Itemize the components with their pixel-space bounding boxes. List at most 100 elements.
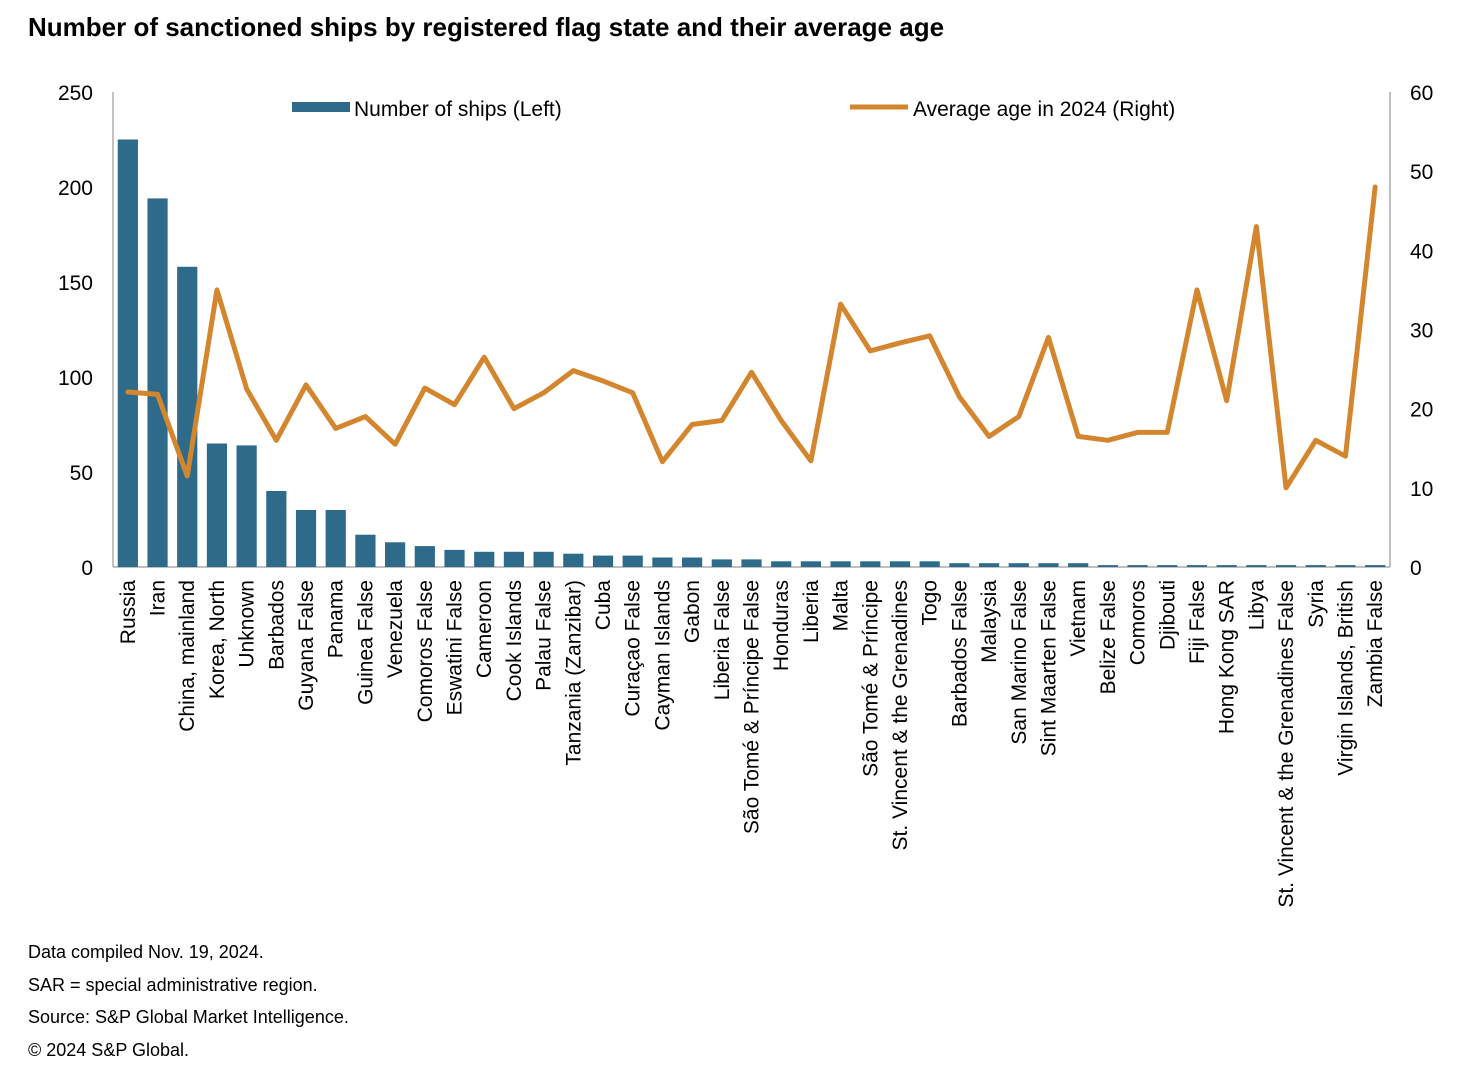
- category-label: Malta: [830, 580, 853, 632]
- bar: [919, 561, 940, 567]
- category-label: Djibouti: [1156, 580, 1179, 650]
- bar: [1275, 565, 1297, 567]
- bar: [444, 549, 465, 567]
- bar: [1186, 565, 1208, 567]
- right-tick-label: 50: [1410, 161, 1433, 184]
- category-label: Liberia False: [711, 580, 734, 700]
- category-label: Tanzania (Zanzibar): [562, 580, 585, 766]
- category-label: San Marino False: [1008, 580, 1031, 745]
- bar: [860, 561, 881, 567]
- category-label: Guinea False: [354, 580, 377, 705]
- right-tick-label: 30: [1410, 320, 1433, 343]
- category-label: Belize False: [1097, 580, 1120, 694]
- category-label: Palau False: [533, 580, 556, 691]
- bar: [295, 510, 317, 567]
- bar: [949, 563, 970, 567]
- category-label: Unknown: [236, 580, 259, 668]
- category-label: St. Vincent & the Grenadines False: [1275, 580, 1298, 908]
- left-tick-label: 100: [58, 367, 93, 390]
- right-tick-label: 40: [1410, 240, 1433, 263]
- bar: [800, 561, 821, 567]
- axes: [112, 92, 1391, 568]
- category-label: Malaysia: [978, 580, 1001, 663]
- right-tick-label: 20: [1410, 399, 1433, 422]
- category-label: Panama: [325, 580, 348, 659]
- category-label: Fiji False: [1186, 580, 1209, 664]
- category-label: Barbados False: [948, 580, 971, 727]
- bar: [533, 551, 554, 567]
- category-label: Cuba: [592, 580, 615, 631]
- category-label: Zambia False: [1364, 580, 1387, 707]
- bar: [117, 139, 138, 567]
- bar: [325, 510, 346, 567]
- bar: [355, 534, 376, 567]
- right-tick-label: 0: [1410, 557, 1422, 580]
- bar: [1246, 565, 1267, 567]
- average-age-line: [125, 184, 1378, 491]
- bar: [741, 559, 762, 567]
- bar: [682, 557, 703, 567]
- category-label: Cook Islands: [503, 580, 526, 701]
- bar: [266, 491, 287, 567]
- bar: [1008, 563, 1029, 567]
- category-label: Togo: [919, 580, 942, 626]
- bar: [830, 561, 851, 567]
- left-tick-label: 250: [58, 82, 93, 105]
- category-label: Syria: [1305, 580, 1328, 628]
- category-label: St. Vincent & the Grenadines: [889, 580, 912, 850]
- right-tick-label: 10: [1410, 478, 1433, 501]
- category-label: Korea, North: [206, 580, 229, 699]
- bar: [414, 546, 435, 567]
- category-label: São Tomé & Príncipe False: [741, 580, 764, 834]
- left-tick-label: 150: [58, 272, 93, 295]
- category-label: Guyana False: [295, 580, 318, 711]
- left-tick-label: 0: [81, 557, 93, 580]
- bar: [1127, 565, 1148, 567]
- bar: [1305, 565, 1326, 567]
- footnote-copyright: © 2024 S&P Global.: [28, 1039, 190, 1060]
- chart-area: 0 50 100 150 200 250 0 10 20 30 40 50 60 Russia Iran C…: [58, 82, 1433, 908]
- right-tick-label: 60: [1410, 82, 1433, 105]
- category-label: Virgin Islands, British: [1334, 580, 1357, 776]
- bar: [711, 559, 732, 567]
- legend-label-age: Average age in 2024 (Right): [913, 98, 1175, 121]
- bar: [503, 551, 525, 567]
- category-label: Russia: [117, 580, 140, 645]
- line-series: [125, 184, 1378, 491]
- category-label: Liberia: [800, 580, 823, 643]
- bar: [206, 443, 228, 567]
- category-label: Hong Kong SAR: [1216, 580, 1239, 734]
- category-label: Comoros: [1127, 580, 1150, 665]
- tick-labels: 0 50 100 150 200 250 0 10 20 30 40 50 60: [58, 82, 1433, 580]
- category-label: Comoros False: [414, 580, 437, 722]
- bar: [385, 542, 406, 567]
- category-label: Curaçao False: [622, 580, 645, 717]
- left-tick-label: 200: [58, 177, 93, 200]
- category-label: Cayman Islands: [651, 580, 674, 731]
- bar: [474, 551, 495, 567]
- bar: [889, 561, 911, 567]
- bar: [1068, 563, 1089, 567]
- category-label: Iran: [147, 580, 170, 616]
- bar: [1216, 565, 1237, 567]
- category-label: Honduras: [770, 580, 793, 671]
- bar: [652, 557, 673, 567]
- category-label: Barbados: [265, 580, 288, 670]
- bar: [978, 563, 1000, 567]
- bar: [622, 555, 643, 567]
- bar: [1157, 565, 1178, 567]
- category-label: Vietnam: [1067, 580, 1090, 657]
- chart-title: Number of sanctioned ships by registered…: [28, 12, 945, 42]
- category-labels: Russia Iran China, mainland Korea, North Unk…: [117, 580, 1387, 908]
- category-label: São Tomé & Príncipe: [859, 580, 882, 777]
- legend: Number of ships (Left) Average age in 20…: [292, 98, 1175, 121]
- bar-series: [117, 139, 1386, 567]
- bar: [1038, 563, 1059, 567]
- bar: [563, 553, 584, 567]
- bar: [1097, 565, 1118, 567]
- left-tick-label: 50: [70, 462, 93, 485]
- footnote-source: Source: S&P Global Market Intelligence.: [28, 1007, 349, 1027]
- bar: [236, 445, 257, 567]
- bar: [147, 198, 168, 567]
- bar: [177, 266, 198, 567]
